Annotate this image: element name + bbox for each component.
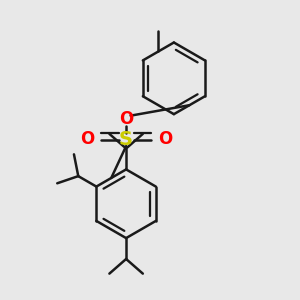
Text: S: S <box>119 130 133 149</box>
Text: O: O <box>158 130 172 148</box>
Text: O: O <box>80 130 94 148</box>
Text: O: O <box>119 110 133 128</box>
